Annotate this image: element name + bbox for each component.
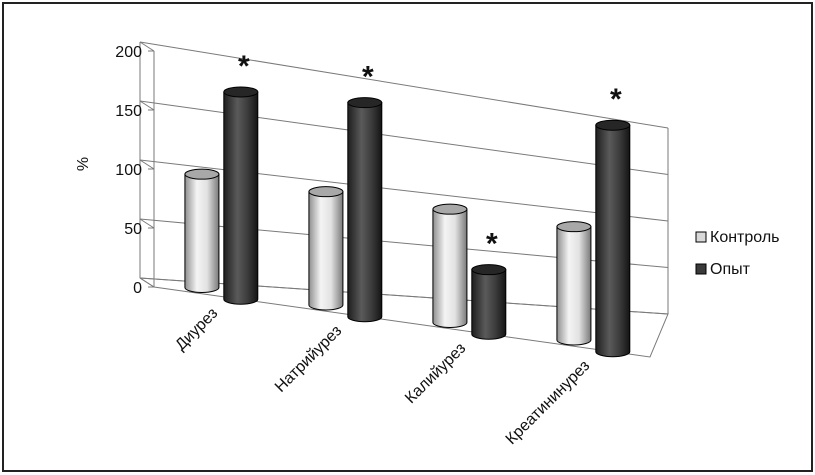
cylinder-top — [184, 168, 220, 180]
cylinder-bar-chart: 0 50 100 150 200% * Диурез * Натрийурез * Калийуре… — [75, 41, 780, 448]
cylinder-body — [347, 102, 383, 323]
legend-swatch — [695, 231, 707, 243]
cylinder-body — [184, 173, 220, 293]
gridline — [139, 100, 669, 175]
y-tick-label: 0 — [133, 280, 142, 297]
x-category-label: Диурез — [172, 305, 221, 354]
y-tick-label: 200 — [115, 44, 142, 61]
y-tick-label: 150 — [115, 103, 142, 120]
cylinder-body — [471, 269, 507, 340]
cylinder-body — [432, 208, 468, 328]
cylinder-top — [432, 203, 468, 215]
side-wall-gridline — [139, 41, 155, 52]
cylinder-top — [223, 86, 259, 98]
bar-experiment-0 — [223, 86, 259, 305]
cylinder-top — [595, 119, 631, 131]
cylinder-top — [471, 264, 507, 276]
cylinder-body — [556, 226, 592, 346]
significance-mark: * — [486, 228, 498, 261]
legend: Контроль Опыт — [695, 229, 780, 278]
bar-experiment-1 — [347, 97, 383, 323]
side-wall-gridline — [139, 100, 155, 111]
y-axis-title: % — [75, 157, 92, 171]
cylinder-body — [595, 124, 631, 358]
gridline — [139, 41, 669, 129]
cylinder-top — [556, 221, 592, 233]
significance-mark: * — [238, 50, 250, 83]
legend-label: Контроль — [710, 229, 780, 246]
cylinder-body — [223, 91, 259, 305]
side-wall-gridline — [139, 218, 155, 229]
bar-control-2 — [432, 203, 468, 328]
bar-control-1 — [308, 186, 344, 311]
x-category-label: Креатининурез — [503, 357, 594, 448]
y-tick-label: 100 — [115, 162, 142, 179]
y-tick-label: 50 — [124, 221, 142, 238]
bar-experiment-3 — [595, 119, 631, 358]
bar-control-0 — [184, 168, 220, 293]
side-wall-gridline — [139, 159, 155, 170]
x-category-label: Калийурез — [402, 340, 469, 407]
bar-control-3 — [556, 221, 592, 346]
significance-mark: * — [610, 83, 622, 116]
bars-layer — [184, 86, 631, 358]
cylinder-body — [308, 191, 344, 311]
legend-label: Опыт — [710, 261, 751, 278]
legend-swatch — [695, 263, 707, 275]
bar-experiment-2 — [471, 264, 507, 340]
x-category-label: Натрийурез — [272, 322, 345, 395]
cylinder-top — [308, 186, 344, 198]
cylinder-top — [347, 97, 383, 109]
significance-mark: * — [362, 61, 374, 94]
